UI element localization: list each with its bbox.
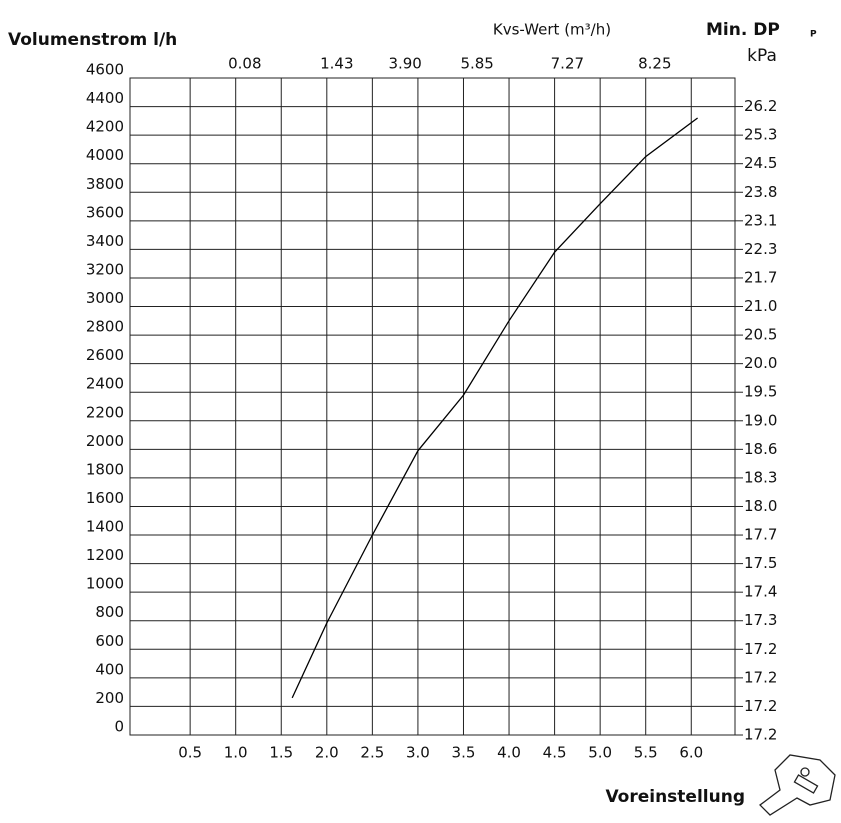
y-tick-label: 3400 [86, 232, 124, 250]
y-tick-label: 2800 [86, 318, 124, 336]
y-tick-label: 2400 [86, 375, 124, 393]
x-tick-label: 5.5 [634, 744, 658, 762]
x-axis-label: Voreinstellung [605, 787, 745, 807]
y-tick-label: 4200 [86, 118, 124, 136]
y2-tick-label: 22.3 [744, 240, 777, 258]
x2-tick-label: 8.25 [638, 55, 671, 73]
y-tick-label: 3800 [86, 175, 124, 193]
y2-tick-label: 17.2 [744, 668, 777, 686]
x-tick-label: 1.0 [224, 744, 248, 762]
y2-tick-label: 18.6 [744, 440, 777, 458]
y-tick-label: 0 [114, 718, 124, 736]
x-tick-label: 1.5 [269, 744, 293, 762]
y-tick-label: 1800 [86, 460, 124, 478]
key-icon [759, 754, 836, 816]
y2-tick-label: 17.7 [744, 526, 777, 544]
y2-tick-label: 20.0 [744, 354, 777, 372]
y-tick-label: 2000 [86, 432, 124, 450]
x-tick-label: 0.5 [178, 744, 202, 762]
y2-tick-label: 19.5 [744, 383, 777, 401]
y-tick-label: 3000 [86, 289, 124, 307]
y2-tick-label: 17.4 [744, 583, 777, 601]
x2-tick-label: 7.27 [551, 55, 584, 73]
y-tick-label: 2600 [86, 346, 124, 364]
y2-tick-label: 19.0 [744, 411, 777, 429]
y-tick-label: 2200 [86, 403, 124, 421]
x-tick-label: 2.5 [360, 744, 384, 762]
y-tick-label: 3200 [86, 260, 124, 278]
y2-tick-label: 26.2 [744, 97, 777, 115]
y2-axis-unit: kPa [747, 46, 777, 66]
x-tick-label: 6.0 [679, 744, 703, 762]
y2-tick-label: 23.8 [744, 183, 777, 201]
y2-tick-label: 20.5 [744, 326, 777, 344]
y2-tick-label: 17.2 [744, 697, 777, 715]
y2-tick-label: 21.7 [744, 268, 777, 286]
y2-tick-label: 17.2 [744, 726, 777, 744]
y-tick-label: 4400 [86, 89, 124, 107]
y2-axis-label-subscript: P [810, 30, 817, 40]
y2-tick-label: 21.0 [744, 297, 777, 315]
y-tick-label: 4000 [86, 146, 124, 164]
y-tick-label: 4600 [86, 61, 124, 79]
y-tick-label: 400 [95, 660, 124, 678]
plot-frame [129, 77, 736, 736]
y2-tick-label: 24.5 [744, 154, 777, 172]
x-tick-label: 4.5 [543, 744, 567, 762]
y-tick-label: 600 [95, 632, 124, 650]
y2-tick-label: 17.5 [744, 554, 777, 572]
x2-tick-label: 5.85 [460, 55, 493, 73]
y2-tick-label: 18.3 [744, 468, 777, 486]
curve [291, 117, 698, 699]
y2-axis-label: Min. DP [706, 20, 780, 40]
y2-tick-label: 17.2 [744, 640, 777, 658]
y-axis-label: Volumenstrom l/h [8, 30, 177, 50]
y-tick-label: 1600 [86, 489, 124, 507]
y-tick-label: 3600 [86, 203, 124, 221]
y2-tick-label: 18.0 [744, 497, 777, 515]
x-tick-label: 2.0 [315, 744, 339, 762]
x2-tick-label: 0.08 [228, 55, 261, 73]
x-tick-label: 3.5 [452, 744, 476, 762]
y2-tick-label: 25.3 [744, 126, 777, 144]
y-tick-label: 800 [95, 603, 124, 621]
y-tick-label: 1400 [86, 518, 124, 536]
x2-tick-label: 1.43 [320, 55, 353, 73]
x2-tick-label: 3.90 [388, 55, 421, 73]
y-tick-label: 1000 [86, 575, 124, 593]
y-tick-label: 1200 [86, 546, 124, 564]
y-tick-label: 200 [95, 689, 124, 707]
x-tick-label: 3.0 [406, 744, 430, 762]
y2-tick-label: 17.3 [744, 611, 777, 629]
x-tick-label: 5.0 [588, 744, 612, 762]
x2-axis-label: Kvs-Wert (m³/h) [493, 21, 611, 39]
x-tick-label: 4.0 [497, 744, 521, 762]
y2-tick-label: 23.1 [744, 211, 777, 229]
